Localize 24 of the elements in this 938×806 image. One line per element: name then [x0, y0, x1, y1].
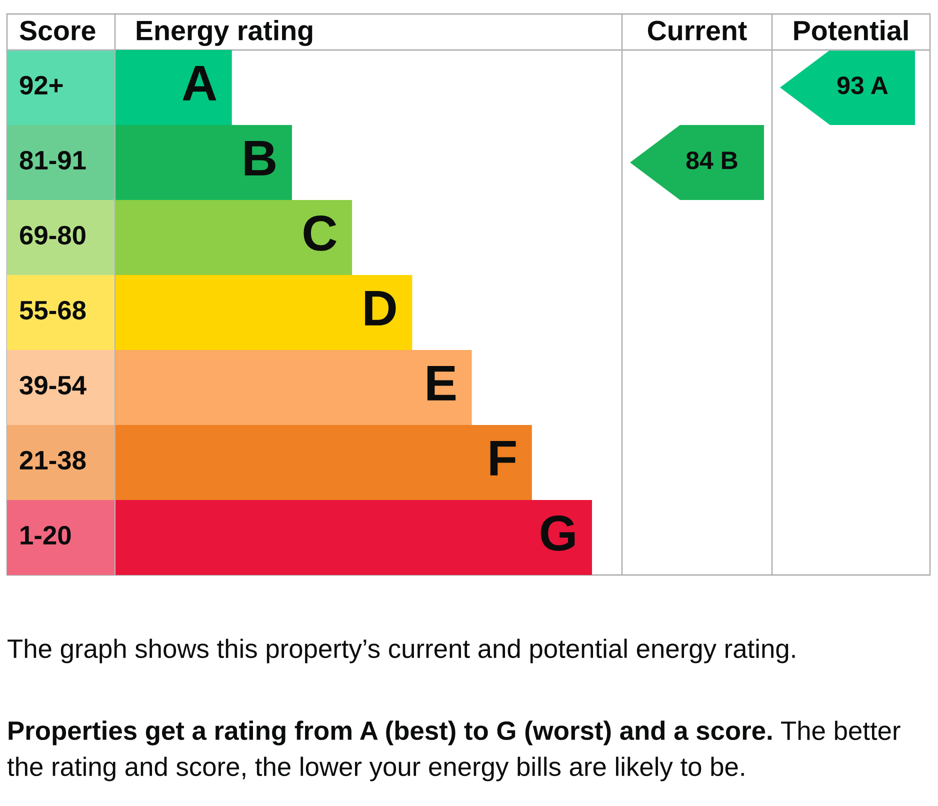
x-axis-title: Energy rating: [136, 20, 312, 46]
text: 21-38: [20, 450, 86, 470]
text: 55-68: [20, 300, 86, 320]
text: 69-80: [20, 226, 86, 245]
text: Current: [648, 20, 747, 40]
text: the rating and score, the lower your energy bills are likely to be.: [7, 756, 744, 782]
text: 1-20: [20, 526, 71, 545]
text: 93 A: [837, 76, 888, 94]
y-axis-title: Score: [20, 20, 96, 40]
text: The graph shows this property’s current and potential energy rating.: [8, 638, 795, 664]
y-tick-label: F: [490, 441, 516, 476]
text: 92+: [20, 76, 63, 95]
text: The better: [781, 720, 900, 740]
y-tick-label: E: [427, 366, 456, 400]
y-tick-label: A: [182, 66, 216, 100]
y-tick-label: G: [540, 516, 575, 551]
text: 81-91: [20, 150, 86, 170]
text: 39-54: [20, 376, 86, 395]
text: Properties get a rating from A (best) to G (worst) and a score.: [8, 720, 772, 746]
y-tick-label: D: [365, 291, 396, 326]
y-tick-label: C: [304, 216, 336, 251]
text: 84 B: [686, 152, 738, 170]
y-tick-label: B: [244, 141, 276, 176]
text: Potential: [794, 20, 908, 40]
